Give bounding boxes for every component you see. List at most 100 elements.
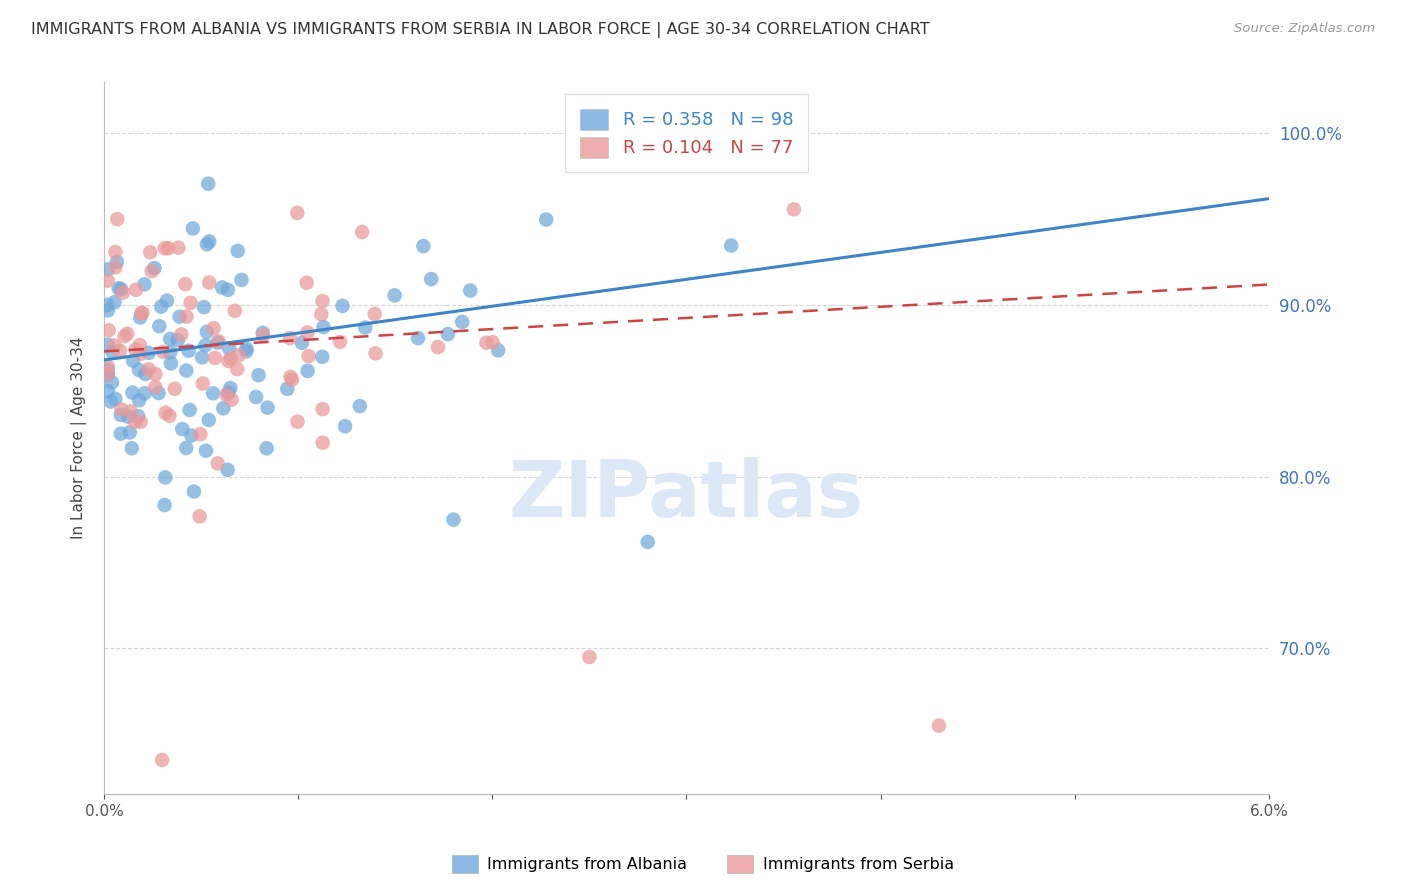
Point: [148, 319, 170, 334]
Point: [195, 237, 218, 252]
Point: [311, 350, 333, 364]
Point: [475, 335, 498, 350]
Point: [219, 351, 242, 366]
Point: [195, 325, 218, 339]
Point: [150, 753, 173, 767]
Point: [159, 332, 181, 346]
Point: [212, 401, 235, 416]
Point: [129, 306, 152, 320]
Point: [97, 303, 120, 318]
Point: [215, 387, 238, 401]
Point: [285, 206, 308, 220]
Point: [134, 367, 156, 381]
Point: [150, 300, 173, 314]
Point: [352, 225, 374, 239]
Text: ZIPatlas: ZIPatlas: [509, 457, 865, 533]
Point: [297, 364, 319, 378]
Point: [180, 428, 202, 442]
Point: [97, 362, 120, 376]
Point: [153, 498, 176, 512]
Point: [720, 238, 742, 252]
Point: [291, 335, 314, 350]
Point: [245, 390, 267, 404]
Point: [124, 415, 146, 429]
Text: IMMIGRANTS FROM ALBANIA VS IMMIGRANTS FROM SERBIA IN LABOR FORCE | AGE 30-34 COR: IMMIGRANTS FROM ALBANIA VS IMMIGRANTS FR…: [31, 22, 929, 38]
Point: [108, 343, 131, 358]
Legend: Immigrants from Albania, Immigrants from Serbia: Immigrants from Albania, Immigrants from…: [446, 848, 960, 880]
Text: Source: ZipAtlas.com: Source: ZipAtlas.com: [1234, 22, 1375, 36]
Point: [104, 392, 127, 406]
Point: [174, 441, 197, 455]
Point: [191, 376, 214, 391]
Point: [280, 370, 302, 384]
Point: [312, 320, 335, 334]
Point: [124, 343, 146, 357]
Point: [311, 307, 333, 321]
Point: [97, 298, 120, 312]
Point: [278, 331, 301, 345]
Point: [191, 351, 214, 365]
Point: [211, 280, 233, 294]
Point: [160, 356, 183, 370]
Point: [127, 409, 149, 424]
Point: [928, 718, 950, 732]
Point: [111, 285, 134, 300]
Point: [145, 367, 167, 381]
Point: [97, 367, 120, 381]
Point: [420, 272, 443, 286]
Point: [110, 408, 132, 422]
Point: [281, 373, 304, 387]
Point: [332, 299, 354, 313]
Point: [311, 402, 333, 417]
Point: [97, 323, 120, 337]
Point: [156, 293, 179, 308]
Point: [97, 359, 120, 374]
Point: [226, 244, 249, 258]
Point: [204, 351, 226, 365]
Point: [128, 338, 150, 352]
Point: [176, 363, 198, 377]
Point: [329, 334, 352, 349]
Point: [194, 443, 217, 458]
Point: [174, 277, 197, 292]
Point: [333, 419, 356, 434]
Point: [105, 255, 128, 269]
Point: [110, 282, 132, 296]
Point: [155, 406, 177, 420]
Point: [202, 386, 225, 401]
Point: [167, 241, 190, 255]
Point: [128, 393, 150, 408]
Point: [783, 202, 806, 217]
Point: [134, 386, 156, 401]
Point: [208, 334, 231, 349]
Point: [256, 401, 278, 415]
Point: [534, 212, 557, 227]
Point: [155, 470, 177, 484]
Point: [157, 241, 180, 255]
Point: [486, 343, 509, 358]
Point: [207, 335, 229, 350]
Point: [637, 535, 659, 549]
Point: [101, 376, 124, 390]
Point: [97, 274, 120, 288]
Point: [437, 327, 460, 342]
Point: [117, 409, 139, 424]
Point: [97, 262, 120, 277]
Point: [104, 260, 127, 275]
Point: [481, 335, 503, 350]
Point: [217, 385, 239, 400]
Point: [103, 338, 125, 352]
Point: [426, 340, 449, 354]
Point: [217, 283, 239, 297]
Point: [172, 422, 194, 436]
Point: [118, 425, 141, 440]
Point: [298, 349, 321, 363]
Point: [349, 399, 371, 413]
Point: [134, 277, 156, 292]
Point: [198, 235, 221, 249]
Point: [170, 327, 193, 342]
Point: [297, 326, 319, 340]
Point: [121, 385, 143, 400]
Point: [101, 345, 124, 359]
Point: [207, 456, 229, 470]
